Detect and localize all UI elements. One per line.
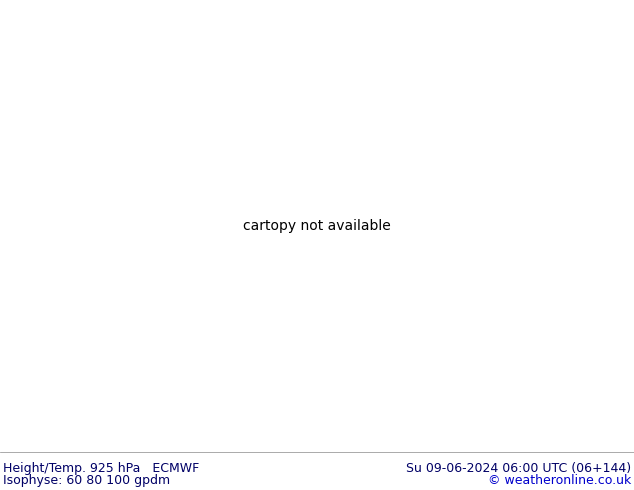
Text: Height/Temp. 925 hPa   ECMWF: Height/Temp. 925 hPa ECMWF bbox=[3, 462, 200, 474]
Text: © weatheronline.co.uk: © weatheronline.co.uk bbox=[488, 474, 631, 487]
Text: Su 09-06-2024 06:00 UTC (06+144): Su 09-06-2024 06:00 UTC (06+144) bbox=[406, 462, 631, 474]
Text: cartopy not available: cartopy not available bbox=[243, 219, 391, 233]
Text: Isophyse: 60 80 100 gpdm: Isophyse: 60 80 100 gpdm bbox=[3, 474, 171, 487]
